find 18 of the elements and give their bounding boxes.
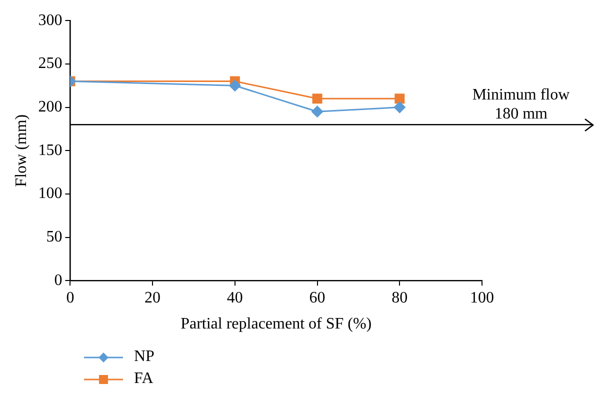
y-tick-label: 200 <box>38 98 62 116</box>
y-tick-label: 150 <box>38 142 62 159</box>
x-tick-label: 60 <box>309 289 326 306</box>
y-axis-title: Flow (mm) <box>12 114 30 187</box>
x-tick-label: 40 <box>226 289 243 306</box>
x-tick-label: 20 <box>144 289 161 306</box>
legend-label: NP <box>134 348 154 366</box>
x-tick-label: 0 <box>66 289 74 306</box>
x-tick-label: 80 <box>392 289 408 306</box>
y-tick-label: 250 <box>38 55 62 72</box>
x-tick-label: 100 <box>470 289 494 306</box>
y-tick-label: 100 <box>38 185 62 202</box>
ref-line-label: Minimum flow 180 mm <box>472 86 570 123</box>
x-axis-title: Partial replacement of SF (%) <box>180 316 372 333</box>
y-tick-label: 50 <box>46 228 62 246</box>
legend-label: FA <box>134 370 154 388</box>
y-tick-label: 300 <box>38 12 62 29</box>
y-tick-label: 0 <box>54 272 62 289</box>
